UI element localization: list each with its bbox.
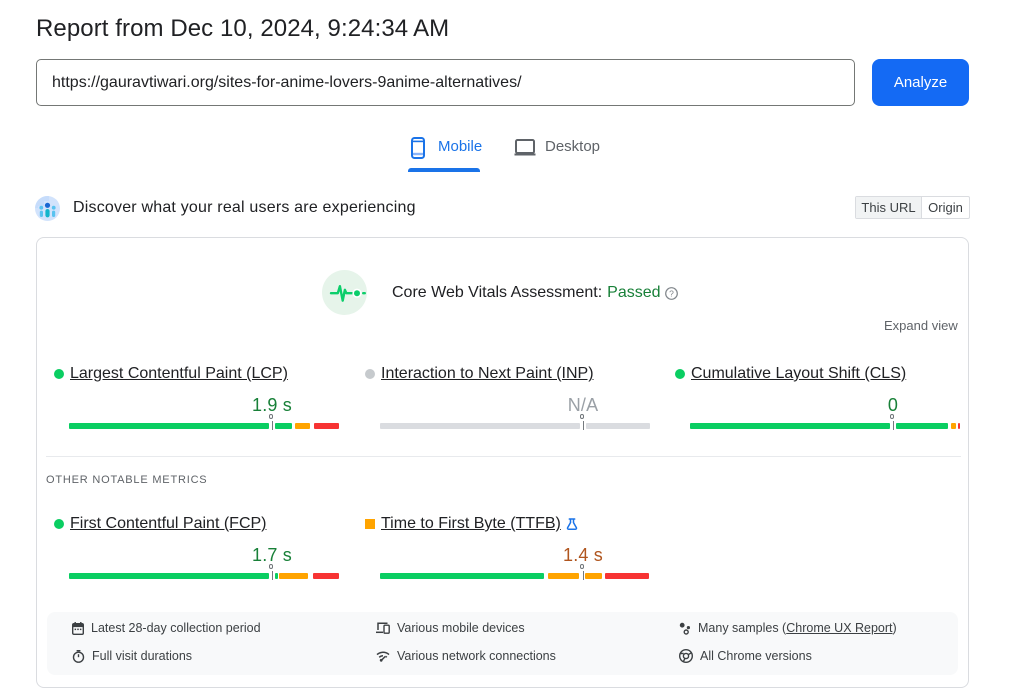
svg-text:?: ?	[669, 289, 674, 299]
